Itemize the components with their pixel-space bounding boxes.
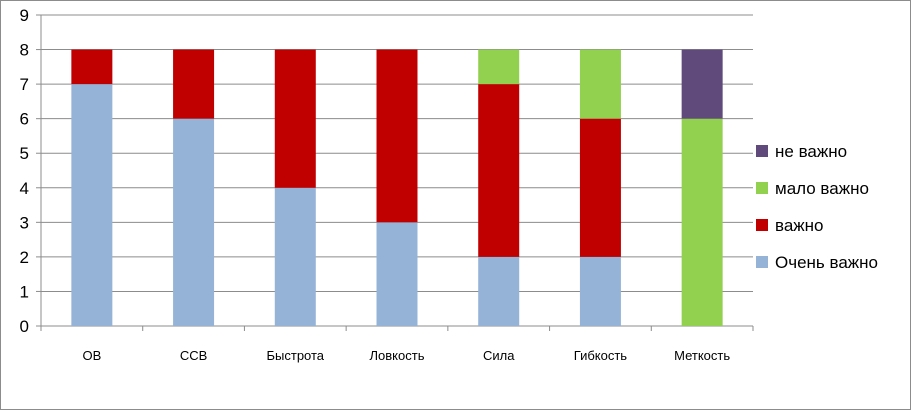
bar-segment xyxy=(274,49,316,188)
x-category-label: Ловкость xyxy=(370,348,425,363)
legend-label: важно xyxy=(775,216,824,235)
y-tick-label: 7 xyxy=(20,75,29,94)
bar-segment xyxy=(173,118,215,327)
bar-segment xyxy=(71,49,113,85)
x-category-label: Гибкость xyxy=(574,348,628,363)
bar-segment xyxy=(478,256,520,326)
x-category-label: ССВ xyxy=(180,348,207,363)
bar-segment xyxy=(579,49,621,119)
y-tick-label: 0 xyxy=(20,317,29,336)
y-tick-label: 5 xyxy=(20,144,29,163)
legend-swatch xyxy=(756,256,768,268)
y-tick-label: 2 xyxy=(20,248,29,267)
y-tick-label: 8 xyxy=(20,41,29,60)
x-category-label: Сила xyxy=(483,348,515,363)
y-tick-label: 3 xyxy=(20,213,29,232)
bar-segment xyxy=(71,84,113,326)
x-category-label: Меткость xyxy=(674,348,730,363)
legend-swatch xyxy=(756,182,768,194)
bar-segment xyxy=(274,187,316,326)
y-axis-tick-labels: 0 1 2 3 4 5 6 7 8 9 xyxy=(20,6,29,336)
bars xyxy=(71,49,723,327)
x-axis-category-labels: ОВ ССВ Быстрота Ловкость Сила Гибкость Меткост… xyxy=(82,348,730,363)
x-category-label: ОВ xyxy=(82,348,101,363)
bar-segment xyxy=(173,49,215,119)
legend-swatch xyxy=(756,145,768,157)
y-tick-label: 9 xyxy=(20,6,29,25)
bar-segment xyxy=(478,49,520,85)
legend-label: не важно xyxy=(775,142,847,161)
y-tick-label: 1 xyxy=(20,282,29,301)
legend-swatch xyxy=(756,219,768,231)
bar-segment xyxy=(376,49,418,223)
bar-segment xyxy=(681,118,723,327)
bar-segment xyxy=(376,222,418,326)
bar-segment xyxy=(579,256,621,326)
bar-segment xyxy=(579,118,621,257)
legend: не важно мало важно важно Очень важно xyxy=(756,142,878,272)
y-tick-label: 4 xyxy=(20,179,29,198)
x-category-label: Быстрота xyxy=(267,348,325,363)
legend-label: Очень важно xyxy=(775,253,878,272)
legend-label: мало важно xyxy=(775,179,869,198)
bar-segment xyxy=(478,84,520,257)
y-tick-label: 6 xyxy=(20,110,29,129)
bar-segment xyxy=(681,49,723,119)
